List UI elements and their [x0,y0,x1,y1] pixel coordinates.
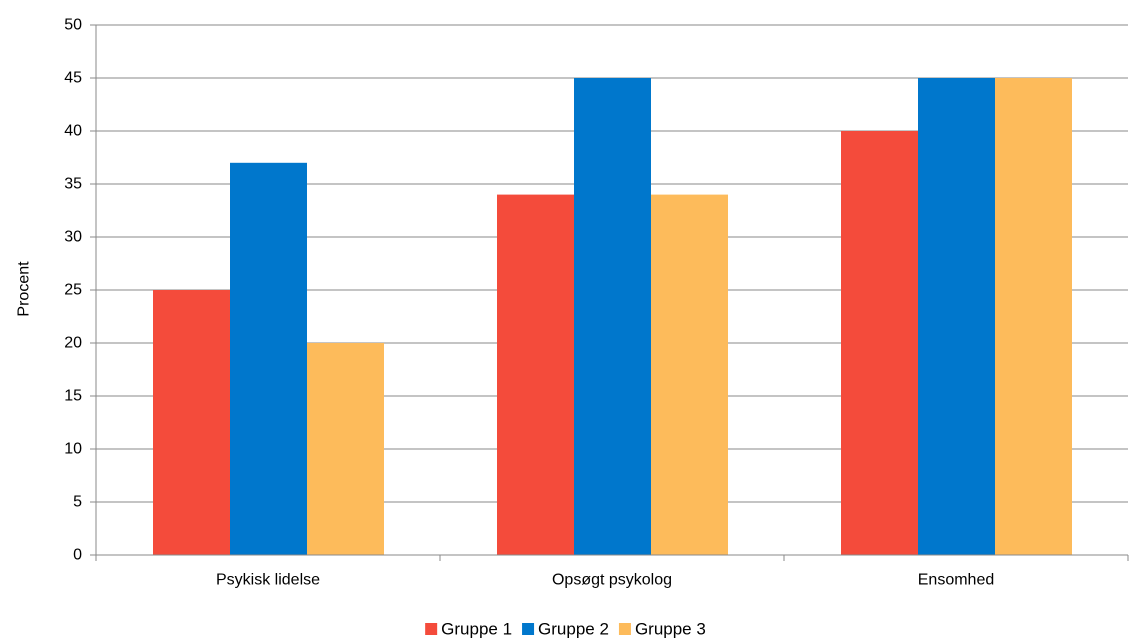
bar-gruppe-2-1 [574,78,651,555]
legend: Gruppe 1 Gruppe 2 Gruppe 3 [425,620,706,639]
axes [90,24,1129,561]
y-tick-label: 45 [64,70,82,87]
y-tick-label: 5 [73,494,82,511]
bar-gruppe-3-2 [995,78,1072,555]
y-tick-label: 15 [64,388,82,405]
y-tick-label: 20 [64,335,82,352]
bar-gruppe-2-2 [918,78,995,555]
y-tick-label: 40 [64,123,82,140]
y-tick-label: 50 [64,17,82,34]
y-tick-label: 30 [64,229,82,246]
legend-swatch-gruppe-2 [522,623,535,635]
x-tick-label: Psykisk lidelse [216,572,320,589]
legend-label-gruppe-3: Gruppe 3 [635,620,706,639]
y-tick-label: 10 [64,441,82,458]
bars [153,78,1072,556]
y-axis-title: Procent [16,261,33,317]
bar-gruppe-1-0 [153,290,230,555]
bar-gruppe-1-2 [841,131,918,555]
y-tick-labels: 0 5 10 15 20 25 30 35 40 45 50 [64,17,82,564]
bar-gruppe-1-1 [497,194,574,555]
legend-swatch-gruppe-1 [425,623,438,635]
bar-gruppe-3-1 [651,194,728,555]
legend-label-gruppe-2: Gruppe 2 [538,620,609,639]
y-tick-label: 0 [73,547,82,564]
x-tick-label: Ensomhed [918,572,995,589]
bar-gruppe-3-0 [307,343,384,555]
x-tick-label: Opsøgt psykolog [552,572,672,589]
legend-label-gruppe-1: Gruppe 1 [441,620,512,639]
bar-gruppe-2-0 [230,162,307,556]
y-tick-label: 35 [64,176,82,193]
x-tick-labels: Psykisk lidelse Opsøgt psykolog Ensomhed [216,572,994,589]
y-tick-label: 25 [64,282,82,299]
legend-swatch-gruppe-3 [618,623,631,635]
